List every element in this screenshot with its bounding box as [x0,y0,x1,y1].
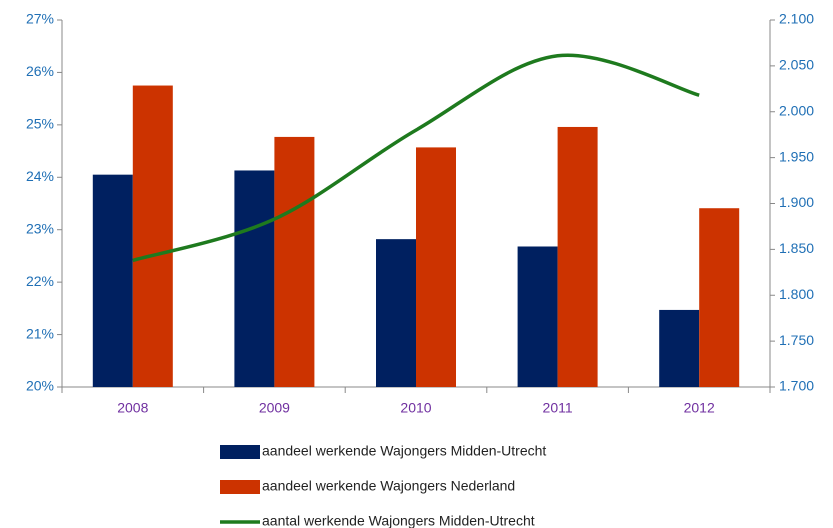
x-tick-label: 2012 [684,400,715,416]
y-tick-label: 24% [26,168,54,184]
legend-label: aandeel werkende Wajongers Midden-Utrech… [262,443,546,459]
x-tick-label: 2010 [400,400,431,416]
bar [274,136,315,387]
y2-tick-label: 2.100 [779,11,814,27]
y2-tick-label: 1.950 [779,148,814,164]
x-tick-label: 2008 [117,400,148,416]
legend-label: aantal werkende Wajongers Midden-Utrecht [262,513,535,528]
y-tick-label: 27% [26,11,54,27]
legend-marker [220,445,260,459]
y2-tick-label: 1.700 [779,378,814,394]
y2-tick-label: 1.850 [779,240,814,256]
bar [376,239,416,387]
bar [92,174,133,387]
y-tick-label: 22% [26,273,54,289]
y-tick-label: 25% [26,116,54,132]
y-tick-label: 23% [26,220,54,236]
y2-tick-label: 1.800 [779,286,814,302]
y2-tick-label: 1.750 [779,332,814,348]
legend-label: aandeel werkende Wajongers Nederland [262,478,515,494]
x-tick-label: 2009 [259,400,290,416]
y2-tick-label: 1.900 [779,194,814,210]
x-tick-label: 2011 [543,400,573,416]
y2-tick-label: 2.050 [779,57,814,73]
bar [517,246,558,387]
bar [234,170,275,387]
y2-tick-label: 2.000 [779,102,814,118]
bar [132,85,173,388]
legend-marker [220,480,260,494]
bar [416,147,456,387]
bar [557,126,598,387]
y-tick-label: 21% [26,325,54,341]
bar [659,309,700,387]
bar [699,208,740,387]
y-tick-label: 20% [26,378,54,394]
y-tick-label: 26% [26,63,54,79]
line [132,53,700,263]
